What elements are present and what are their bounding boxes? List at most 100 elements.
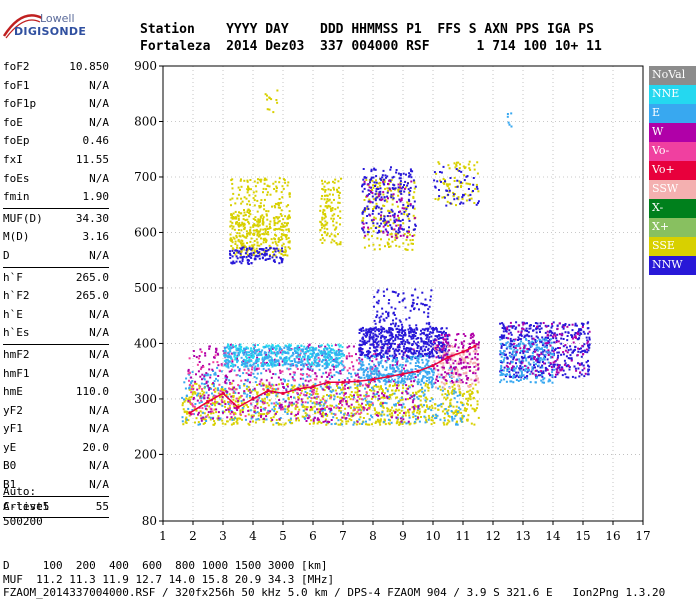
echo-point [238, 369, 241, 372]
echo-point [386, 343, 389, 345]
echo-point [363, 354, 366, 357]
echo-point [409, 331, 412, 334]
echo-point [253, 369, 256, 372]
echo-point [436, 330, 439, 333]
echo-point [292, 402, 295, 405]
echo-point [299, 394, 302, 397]
echo-point [545, 325, 548, 328]
echo-point [203, 394, 206, 397]
echo-point [587, 359, 589, 362]
echo-point [294, 350, 296, 353]
echo-point [336, 365, 339, 368]
echo-point [270, 417, 273, 420]
echo-point [315, 403, 318, 406]
echo-point [344, 384, 346, 387]
echo-point [380, 325, 383, 328]
echo-point [420, 302, 423, 305]
echo-point [248, 381, 251, 384]
echo-point [562, 324, 565, 327]
echo-point [367, 384, 370, 387]
echo-point [282, 387, 285, 389]
echo-point [267, 368, 270, 371]
echo-point [350, 403, 353, 406]
echo-point [300, 364, 303, 366]
echo-point [231, 360, 234, 363]
echo-point [212, 423, 215, 426]
echo-point [199, 368, 202, 371]
echo-point [588, 368, 590, 371]
echo-point [270, 352, 273, 355]
echo-point [193, 391, 196, 393]
echo-point [252, 363, 255, 366]
echo-point [567, 349, 570, 352]
echo-point [435, 415, 438, 418]
echo-point [359, 381, 362, 384]
echo-point [214, 398, 217, 401]
echo-point [292, 378, 295, 381]
echo-point [267, 404, 270, 407]
echo-point [571, 351, 574, 354]
echo-point [390, 355, 393, 358]
echo-point [520, 373, 523, 376]
echo-point [414, 288, 417, 291]
echo-point [439, 348, 442, 351]
echo-point [566, 339, 569, 342]
echo-point [374, 333, 377, 336]
param-label: h`F [3, 270, 23, 284]
echo-point [522, 322, 525, 325]
echo-point [514, 367, 517, 370]
echo-point [582, 349, 585, 352]
echo-point [270, 391, 273, 394]
echo-point [356, 384, 359, 387]
echo-point [335, 383, 338, 385]
echo-point [208, 388, 210, 391]
echo-point [237, 392, 240, 395]
echo-point [262, 417, 265, 420]
echo-point [410, 351, 413, 354]
echo-point [440, 362, 443, 365]
echo-point [280, 214, 283, 217]
echo-point [470, 358, 472, 361]
echo-point [472, 350, 475, 353]
echo-point [377, 361, 380, 364]
echo-point [214, 422, 216, 425]
echo-point [443, 333, 446, 336]
echo-point [297, 410, 300, 413]
echo-point [319, 399, 322, 402]
echo-point [191, 391, 194, 394]
echo-point [339, 400, 341, 403]
echo-point [356, 388, 359, 391]
echo-point [500, 379, 503, 382]
autoscaling-info: Auto: Artist5 500200 [3, 484, 49, 529]
echo-point [328, 355, 331, 358]
echo-point [233, 351, 236, 354]
echo-point [336, 395, 339, 398]
echo-point [237, 349, 240, 352]
echo-point [324, 420, 327, 423]
echo-point [520, 334, 523, 337]
echo-point [403, 297, 406, 300]
echo-point [397, 382, 400, 384]
echo-point [281, 228, 283, 231]
echo-point [435, 352, 438, 355]
echo-point [340, 406, 343, 409]
echo-point [319, 352, 322, 354]
echo-point [541, 381, 544, 384]
echo-point [250, 352, 253, 355]
echo-point [322, 388, 325, 391]
echo-point [391, 367, 394, 370]
echo-point [466, 419, 469, 422]
echo-point [505, 353, 507, 356]
echo-point [377, 335, 380, 338]
echo-point [566, 335, 569, 337]
echo-point [441, 358, 443, 361]
param-value: N/A [89, 171, 109, 185]
echo-point [366, 350, 368, 353]
echo-point [515, 362, 517, 365]
echo-point [399, 399, 402, 402]
echo-point [360, 364, 363, 367]
echo-point [451, 381, 454, 384]
echo-point [300, 398, 303, 401]
echo-point [375, 372, 378, 375]
echo-point [259, 380, 262, 383]
